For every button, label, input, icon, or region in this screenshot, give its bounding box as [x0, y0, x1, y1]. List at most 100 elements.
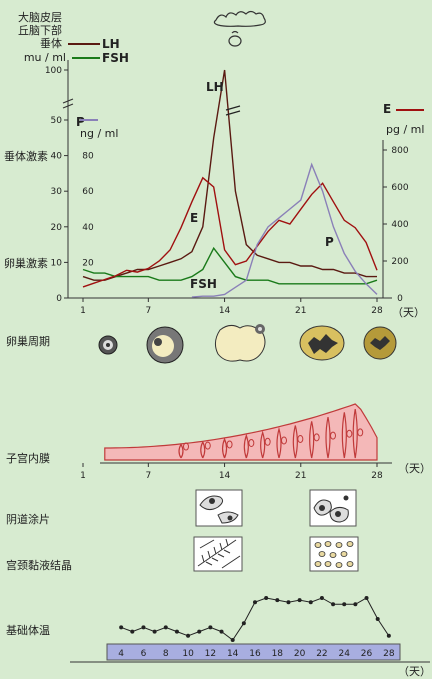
- label-endometrium: 子宫内膜: [6, 451, 50, 465]
- bbt-point: [386, 633, 391, 638]
- endometrium-gland: [352, 408, 358, 459]
- left-tick-label-10: 10: [51, 258, 63, 268]
- series-e-line: [82, 176, 378, 288]
- bbt-line: [121, 597, 390, 641]
- hormone-tick-label-1: 1: [80, 306, 86, 316]
- endometrium-gland: [325, 416, 331, 459]
- axis-break: [62, 98, 74, 109]
- series-p-line: [191, 162, 378, 298]
- right-tick-label-0: 0: [397, 294, 403, 304]
- bbt-day-label-4: 4: [118, 649, 124, 659]
- bbt-point: [241, 621, 246, 626]
- bbt-point: [230, 638, 235, 642]
- bbt-day-label-18: 18: [272, 649, 284, 659]
- label-cervical-mucus: 宫颈黏液结晶: [6, 558, 72, 572]
- label-bbt: 基础体温: [6, 623, 50, 637]
- ng-tick-label-80: 80: [82, 152, 94, 162]
- bbt-point: [119, 625, 124, 630]
- bbt-day-label-10: 10: [182, 649, 194, 659]
- hormone-tick-label-7: 7: [145, 306, 151, 316]
- endometrium-gland: [221, 437, 228, 459]
- fsh-legend-label: FSH: [102, 51, 129, 65]
- follicle-icons: [98, 324, 397, 364]
- endometrium-gland: [200, 440, 206, 459]
- ng-axis-ticks: 80 60 40 20: [82, 152, 94, 269]
- day-unit-1: （天）: [392, 306, 425, 319]
- bbt-point: [308, 600, 313, 605]
- corpus-luteum-icon: [299, 325, 345, 361]
- unit-pg-ml: pg / ml: [386, 123, 424, 136]
- bbt-point: [208, 625, 213, 630]
- endometrium-gland-lumen: [183, 442, 189, 451]
- x-ticks-hormone: 1 7 14 21 28: [80, 298, 383, 316]
- series-fsh-line: [82, 246, 378, 285]
- bbt-day-label-20: 20: [294, 649, 306, 659]
- left-tick-label-50: 50: [51, 116, 63, 126]
- left-tick-label-100: 100: [45, 66, 62, 76]
- day-unit-3: （天）: [398, 665, 431, 678]
- left-tick-label-40: 40: [51, 152, 63, 162]
- smear-image-2: [309, 489, 357, 527]
- bbt-point: [219, 629, 224, 634]
- label-ovarian-hormone: 卵巢激素: [4, 256, 48, 270]
- lh-break: [225, 105, 241, 116]
- label-pituitary: 垂体: [40, 36, 62, 50]
- left-tick-label-20: 20: [51, 223, 63, 233]
- label-cortex: 大脑皮层: [18, 10, 62, 24]
- endometrium-gland-lumen: [226, 440, 233, 449]
- label-hypothalamus: 丘脑下部: [18, 23, 62, 37]
- bbt-point: [375, 617, 380, 621]
- unit-ng-ml: ng / ml: [80, 127, 118, 140]
- right-tick-label-800: 800: [391, 146, 408, 156]
- hormone-tick-label-21: 21: [295, 306, 306, 316]
- endometrium-gland: [309, 421, 315, 459]
- curve-label-p: P: [325, 235, 334, 249]
- x-ticks-endometrium: 1 7 14 21 28: [80, 463, 383, 481]
- bbt-point: [141, 625, 146, 630]
- bbt-point: [163, 625, 168, 630]
- endometrium-gland-lumen: [264, 437, 271, 446]
- endo-tick-label-28: 28: [371, 471, 383, 481]
- bbt-point: [353, 602, 358, 607]
- bbt-point: [364, 596, 369, 600]
- endometrium-gland-lumen: [297, 434, 304, 443]
- endometrium-gland-lumen: [248, 439, 255, 448]
- hormone-tick-label-14: 14: [219, 306, 231, 316]
- lh-legend-label: LH: [102, 37, 120, 51]
- endometrium-gland-lumen: [281, 436, 287, 445]
- left-tick-label-30: 30: [51, 187, 63, 197]
- ng-tick-label-40: 40: [82, 223, 94, 233]
- ovulation-icon: [214, 324, 266, 362]
- primordial-follicle-icon: [98, 335, 118, 355]
- endo-tick-label-21: 21: [295, 471, 306, 481]
- bbt-point: [174, 629, 179, 634]
- bbt-point: [130, 629, 135, 634]
- bbt-point: [342, 602, 347, 607]
- endo-tick-label-1: 1: [80, 471, 86, 481]
- endometrium-gland: [260, 430, 266, 459]
- bbt-point: [264, 596, 269, 600]
- endometrium-gland-lumen: [330, 431, 336, 440]
- unit-mu-ml: mu / ml: [24, 51, 66, 64]
- bbt-day-label-28: 28: [383, 649, 395, 659]
- hormone-tick-label-28: 28: [371, 306, 383, 316]
- endometrium-gland-lumen: [313, 433, 320, 442]
- bbt-day-label-16: 16: [249, 649, 261, 659]
- right-tick-label-400: 400: [391, 220, 408, 230]
- endometrium-graphic: [104, 403, 378, 461]
- label-ovarian-cycle: 卵巢周期: [6, 335, 50, 348]
- endo-tick-label-7: 7: [145, 471, 151, 481]
- growing-follicle-icon: [146, 326, 184, 364]
- endometrium-gland: [178, 443, 184, 459]
- bbt-day-label-26: 26: [361, 649, 373, 659]
- bbt-point: [286, 600, 291, 605]
- endometrium-gland-lumen: [357, 428, 364, 437]
- curve-label-fsh: FSH: [190, 277, 217, 291]
- right-tick-label-600: 600: [391, 183, 408, 193]
- endometrium-gland: [292, 425, 298, 459]
- endo-tick-label-14: 14: [219, 471, 231, 481]
- endometrium-layer: [104, 403, 378, 461]
- label-vaginal-smear: 阴道涂片: [6, 512, 50, 526]
- right-axis-ticks: 800 600 400 200 0: [383, 146, 409, 304]
